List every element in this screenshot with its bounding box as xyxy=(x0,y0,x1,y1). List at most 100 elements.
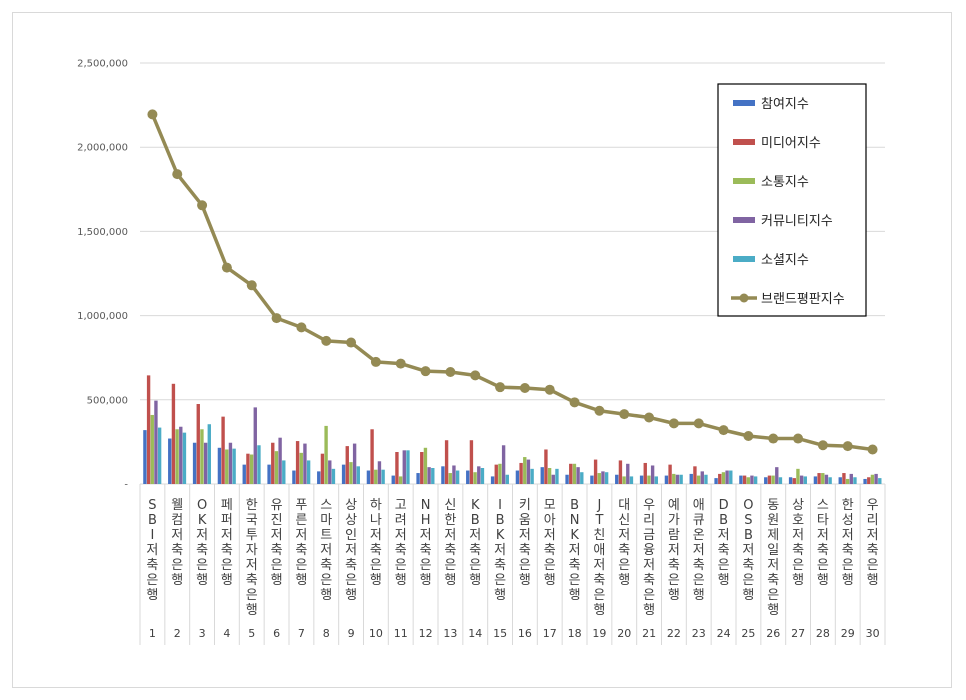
bar xyxy=(444,440,449,484)
bar xyxy=(356,466,360,484)
bar xyxy=(175,429,179,484)
bar xyxy=(704,474,708,484)
bar xyxy=(217,447,222,484)
line-point xyxy=(718,425,729,436)
line-point xyxy=(569,397,580,408)
bar xyxy=(530,468,534,484)
bar xyxy=(853,477,857,484)
bar xyxy=(374,469,378,484)
bar xyxy=(551,474,555,484)
bar xyxy=(349,462,353,484)
y-tick-label: 1,000,000 xyxy=(77,311,128,322)
bar xyxy=(207,424,211,484)
bar xyxy=(317,471,321,484)
line-point xyxy=(221,262,232,273)
line-point xyxy=(693,418,704,429)
bar xyxy=(146,375,151,484)
rank-label: 23 xyxy=(692,627,706,640)
rank-label: 11 xyxy=(394,627,408,640)
line-point xyxy=(197,200,208,211)
bar xyxy=(764,477,768,484)
bar xyxy=(615,474,619,484)
bar xyxy=(282,460,286,484)
bar xyxy=(672,473,676,484)
bar xyxy=(427,467,431,484)
rank-label: 19 xyxy=(592,627,606,640)
bar xyxy=(179,426,183,484)
rank-label: 17 xyxy=(543,627,557,640)
line-point xyxy=(594,405,605,416)
bar xyxy=(693,466,697,484)
legend-swatch xyxy=(733,256,755,262)
legend-swatch xyxy=(733,100,755,106)
bar xyxy=(469,440,474,484)
bar xyxy=(381,469,385,484)
bar xyxy=(597,473,601,484)
bar xyxy=(345,446,349,484)
bar xyxy=(788,477,793,484)
bar xyxy=(867,477,871,484)
bar xyxy=(622,476,626,484)
bar xyxy=(402,450,406,484)
bar xyxy=(742,475,747,484)
bar xyxy=(466,470,470,484)
bar xyxy=(849,473,853,484)
rank-label: 5 xyxy=(248,627,255,640)
line-point xyxy=(619,409,630,420)
line-point xyxy=(743,431,754,442)
bar xyxy=(555,468,559,484)
bar xyxy=(395,452,399,484)
bar xyxy=(565,474,569,484)
bar xyxy=(171,383,176,484)
bar xyxy=(718,473,722,484)
bar xyxy=(593,459,598,484)
bar xyxy=(572,463,577,484)
bar xyxy=(441,466,445,484)
bar xyxy=(618,460,623,484)
legend-label: 소통지수 xyxy=(761,175,809,190)
line-point xyxy=(768,433,779,444)
bar xyxy=(725,470,729,484)
line-point xyxy=(644,412,655,423)
y-tick-label: - xyxy=(124,480,128,491)
y-tick-label: 1,500,000 xyxy=(77,227,128,238)
rank-label: 18 xyxy=(568,627,582,640)
bar xyxy=(799,475,804,484)
bar xyxy=(714,478,718,484)
line-point xyxy=(246,280,257,291)
bar xyxy=(221,416,225,484)
bar xyxy=(696,475,701,484)
bar xyxy=(878,478,882,484)
bar xyxy=(838,477,842,484)
bar xyxy=(767,475,772,484)
bar xyxy=(295,441,300,484)
bar xyxy=(629,476,634,484)
bar xyxy=(328,460,332,484)
legend-label: 브랜드평판지수 xyxy=(761,292,845,307)
bar xyxy=(796,468,800,484)
bar xyxy=(679,474,683,484)
bar xyxy=(523,457,527,484)
rank-label: 26 xyxy=(766,627,780,640)
y-tick-label: 2,500,000 xyxy=(77,59,128,70)
legend-label: 참여지수 xyxy=(761,97,809,112)
bar xyxy=(526,459,531,484)
bar xyxy=(331,468,336,484)
bar xyxy=(874,473,878,484)
bar xyxy=(366,470,371,484)
bar xyxy=(580,472,584,484)
bar xyxy=(569,463,573,484)
